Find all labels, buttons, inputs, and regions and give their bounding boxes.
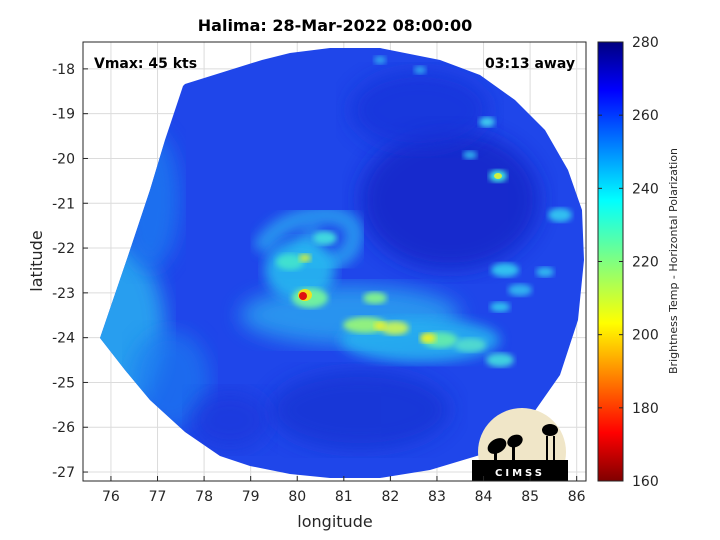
colorbar: 160 180 200 220 240 260 280 Brightness Temp - … [597, 35, 680, 490]
y-tick-label: -20 [52, 151, 75, 167]
y-tick-label: -22 [52, 241, 75, 257]
y-tick-label: -21 [52, 196, 75, 212]
colorbar-tick-label: 260 [632, 108, 659, 124]
y-tick-label: -23 [52, 286, 75, 302]
x-tick-label: 76 [102, 489, 120, 505]
x-tick-label: 81 [335, 489, 353, 505]
brightness-temp-swath [100, 48, 584, 478]
x-tick-label: 84 [475, 489, 493, 505]
colorbar-tick-label: 240 [632, 181, 659, 197]
colorbar-tick-label: 180 [632, 401, 659, 417]
x-tick-label: 79 [242, 489, 260, 505]
x-tick-label: 85 [521, 489, 539, 505]
cimss-logo: CIMSS [472, 408, 568, 481]
y-tick-label: -24 [52, 331, 75, 347]
colorbar-gradient [597, 41, 624, 482]
x-axis-label: longitude [297, 512, 372, 531]
time-away-annotation: 03:13 away [485, 56, 575, 72]
x-tick-label: 80 [288, 489, 306, 505]
y-tick-label: -27 [52, 465, 75, 481]
colorbar-ticks: 160 180 200 220 240 260 280 [598, 35, 659, 490]
colorbar-tick-label: 160 [632, 474, 659, 490]
y-axis-label: latitude [27, 230, 46, 291]
x-ticks: 76 77 78 79 80 81 82 83 84 85 86 [102, 476, 586, 505]
colorbar-tick-label: 200 [632, 328, 659, 344]
x-tick-label: 77 [149, 489, 167, 505]
y-tick-label: -18 [52, 62, 75, 78]
x-tick-label: 86 [568, 489, 586, 505]
colorbar-tick-label: 280 [632, 35, 659, 51]
y-tick-label: -19 [52, 107, 75, 123]
colorbar-tick-label: 220 [632, 255, 659, 271]
logo-text: CIMSS [495, 468, 545, 479]
colorbar-label: Brightness Temp - Horizontal Polarizatio… [667, 148, 680, 374]
vmax-annotation: Vmax: 45 kts [94, 56, 197, 72]
x-tick-label: 78 [195, 489, 213, 505]
y-ticks: -18 -19 -20 -21 -22 -23 -24 -25 -26 -27 [52, 62, 88, 481]
x-tick-label: 82 [381, 489, 399, 505]
y-tick-label: -25 [52, 375, 75, 391]
x-tick-label: 83 [428, 489, 446, 505]
chart-title: Halima: 28-Mar-2022 08:00:00 [198, 16, 472, 35]
y-tick-label: -26 [52, 420, 75, 436]
